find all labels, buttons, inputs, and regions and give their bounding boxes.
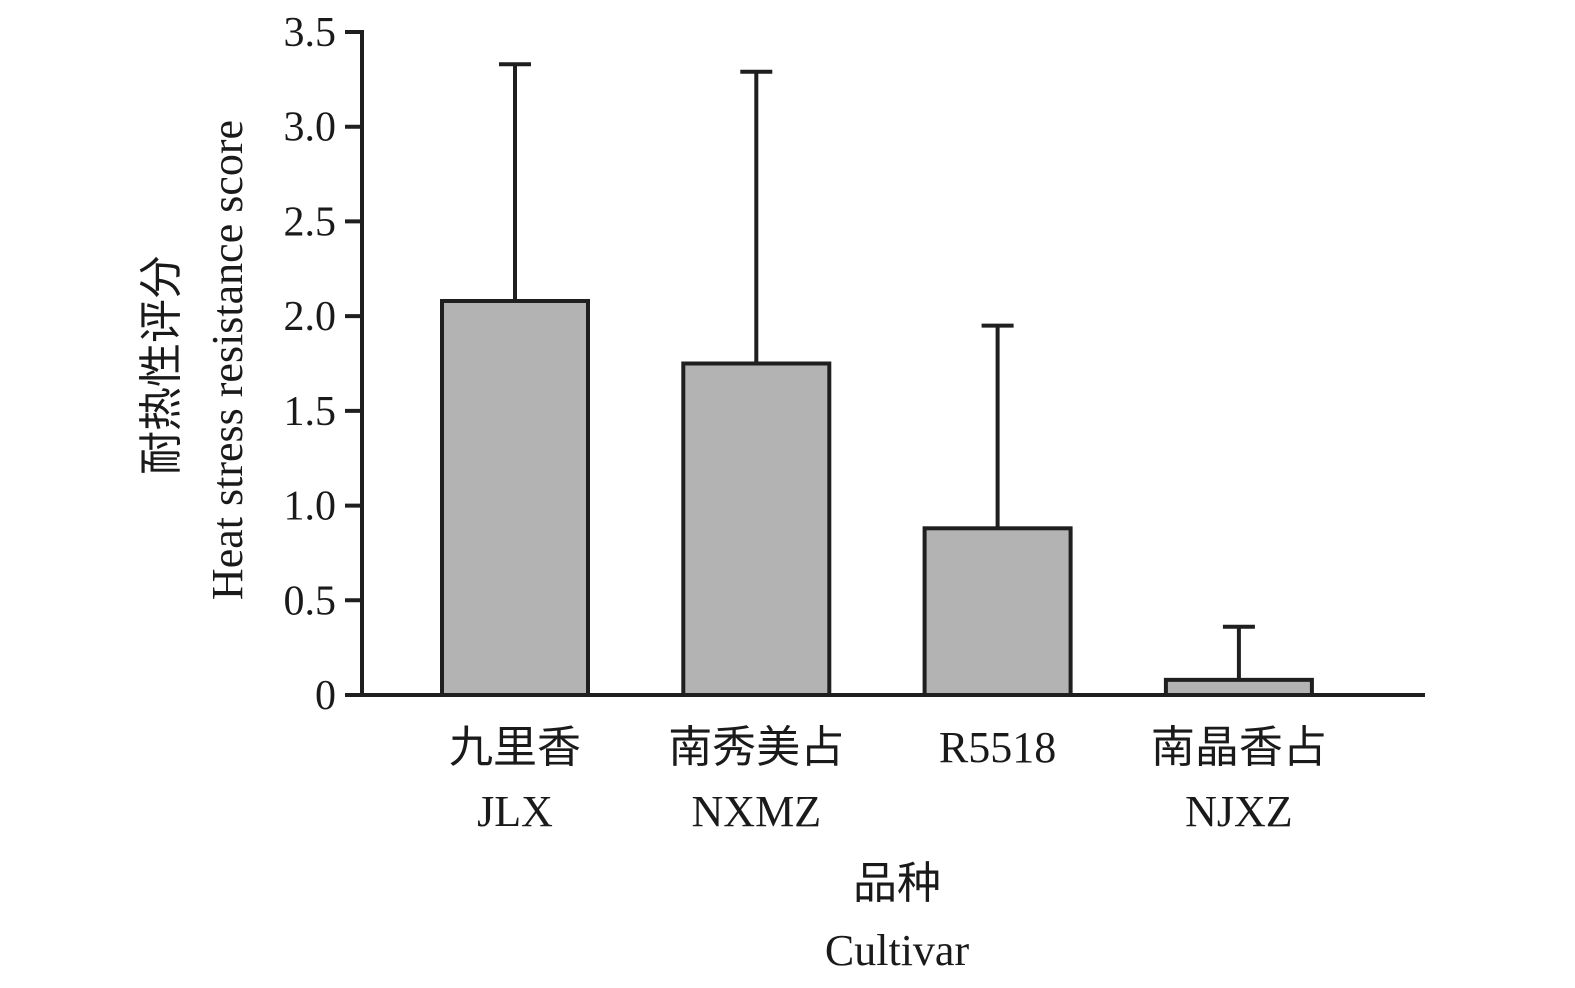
x-axis-label-cn: 品种 — [853, 859, 941, 908]
x-tick-label-cn: R5518 — [939, 723, 1056, 772]
y-axis-label-en: Heat stress resistance score — [203, 120, 252, 600]
x-axis-label-en: Cultivar — [825, 926, 970, 975]
x-tick-label-en: NXMZ — [692, 787, 822, 836]
x-tick-label-en: NJXZ — [1185, 787, 1293, 836]
y-tick-label: 3.0 — [284, 105, 337, 151]
y-tick-label: 2.5 — [284, 199, 337, 245]
bar — [922, 526, 1073, 697]
y-tick-label: 0 — [315, 673, 336, 719]
y-axis-label-cn: 耐热性评分 — [137, 255, 186, 475]
x-tick-label-cn: 南晶香占 — [1151, 723, 1327, 772]
x-tick-label-cn: 南秀美占 — [668, 723, 844, 772]
y-tick-label: 3.5 — [284, 10, 337, 56]
bar — [440, 298, 590, 697]
x-tick-label-en: JLX — [477, 787, 553, 836]
y-tick-label: 1.0 — [284, 484, 337, 530]
x-tick-label-cn: 九里香 — [449, 723, 581, 772]
y-tick-label: 2.0 — [284, 294, 337, 340]
y-tick-label: 0.5 — [284, 578, 337, 624]
y-tick-label: 1.5 — [284, 389, 337, 435]
bar — [1163, 677, 1314, 697]
bar — [681, 361, 832, 697]
